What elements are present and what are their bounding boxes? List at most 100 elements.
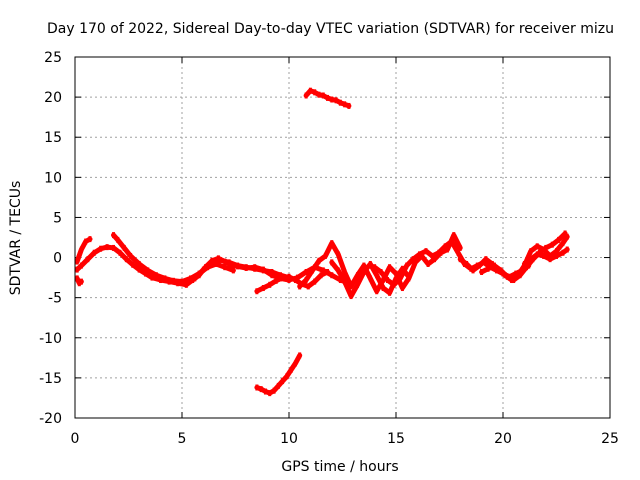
data-point	[278, 272, 282, 279]
data-point	[137, 260, 141, 267]
data-point	[368, 260, 372, 267]
data-point	[525, 264, 529, 271]
data-point	[289, 366, 293, 373]
data-point	[116, 236, 120, 243]
data-point	[477, 262, 481, 269]
data-point	[349, 283, 353, 290]
data-point	[330, 259, 334, 266]
data-point	[171, 277, 175, 284]
data-point	[405, 262, 409, 269]
data-point	[308, 87, 312, 94]
data-point	[555, 248, 558, 255]
data-point	[77, 280, 81, 287]
data-point	[555, 252, 558, 259]
data-point	[204, 264, 208, 271]
data-point	[210, 257, 214, 264]
data-point	[79, 278, 83, 285]
data-point	[550, 241, 554, 248]
plot-frame	[74, 56, 611, 419]
data-point	[274, 277, 278, 284]
data-point	[565, 246, 569, 253]
data-point	[343, 101, 347, 108]
data-point	[512, 277, 516, 284]
data-point	[355, 281, 359, 288]
data-point	[191, 277, 195, 284]
data-point	[159, 277, 163, 284]
data-point	[231, 267, 235, 274]
data-point	[433, 256, 437, 263]
data-point	[561, 240, 565, 247]
data-point	[445, 246, 449, 253]
data-point	[197, 272, 201, 279]
data-point	[407, 273, 411, 280]
y-tick-label: 25	[44, 50, 62, 66]
data-point	[535, 243, 539, 250]
data-point	[124, 256, 128, 263]
data-point	[137, 266, 141, 273]
data-point	[270, 268, 274, 275]
data-point	[336, 267, 340, 274]
data-point	[343, 278, 347, 285]
data-point	[563, 230, 567, 237]
data-point	[287, 277, 291, 284]
data-point	[349, 293, 353, 300]
data-point	[347, 102, 351, 109]
data-point	[255, 384, 259, 391]
data-point	[311, 267, 315, 274]
data-point	[548, 256, 552, 263]
data-point	[343, 268, 347, 275]
data-point	[548, 252, 552, 259]
data-point	[334, 97, 338, 104]
data-point	[75, 258, 79, 265]
data-point	[223, 258, 227, 265]
data-point	[287, 273, 291, 280]
data-point	[338, 99, 342, 106]
data-point	[362, 268, 366, 275]
data-point	[499, 267, 503, 274]
data-point	[304, 268, 308, 275]
data-point	[456, 249, 460, 256]
data-point	[437, 249, 441, 256]
data-point	[259, 386, 263, 393]
chart-title: Day 170 of 2022, Sidereal Day-to-day VTE…	[47, 21, 614, 37]
data-point	[180, 278, 184, 285]
data-point	[385, 277, 389, 284]
data-point	[375, 272, 379, 279]
data-point	[535, 251, 539, 258]
data-point	[313, 89, 317, 96]
data-point	[84, 238, 88, 245]
data-point	[379, 268, 383, 275]
data-point	[458, 256, 462, 263]
data-point	[330, 96, 334, 103]
x-axis-label: GPS time / hours	[281, 459, 398, 475]
data-point	[105, 244, 109, 251]
data-point	[296, 274, 300, 281]
data-point	[424, 248, 428, 255]
x-tick-label: 15	[387, 431, 405, 447]
data-point	[79, 262, 83, 269]
data-point	[518, 272, 522, 279]
data-point	[163, 275, 167, 282]
data-point	[394, 270, 398, 277]
data-point	[338, 277, 342, 284]
data-point	[505, 273, 509, 280]
y-tick-label: -5	[48, 291, 62, 307]
data-point	[465, 260, 469, 267]
data-point	[373, 264, 377, 271]
data-point	[413, 259, 417, 266]
data-point	[146, 267, 150, 274]
y-tick-label: 5	[53, 210, 62, 226]
data-point	[306, 283, 310, 290]
data-point	[443, 243, 447, 250]
data-point	[285, 373, 289, 380]
series-arc-main-2	[74, 236, 93, 265]
data-point	[304, 92, 308, 99]
data-point	[272, 387, 276, 394]
data-point	[321, 92, 325, 99]
data-point	[426, 260, 430, 267]
data-point	[276, 382, 280, 389]
x-tick-label: 25	[601, 431, 619, 447]
data-point	[313, 278, 317, 285]
data-point	[216, 255, 220, 262]
y-tick-label: 0	[53, 251, 62, 267]
